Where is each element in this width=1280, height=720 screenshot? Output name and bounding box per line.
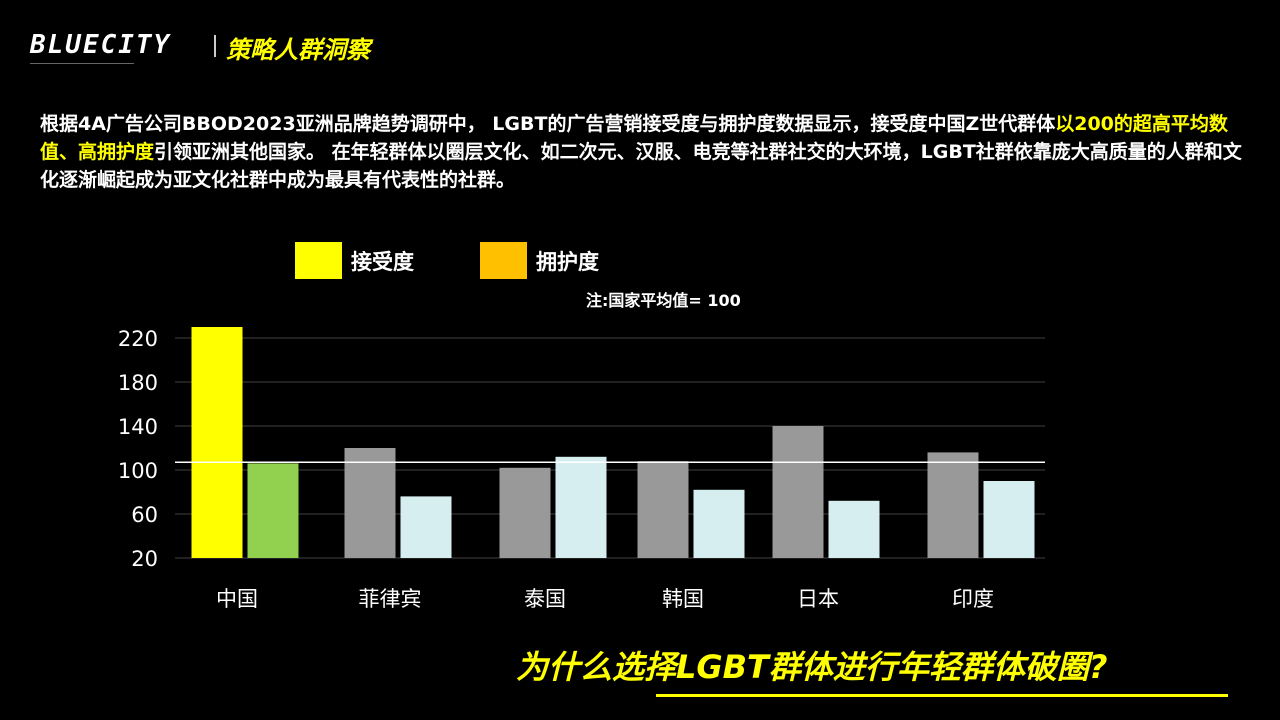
bar-support [828, 500, 880, 558]
y-tick-label: 60 [131, 503, 158, 527]
closing-question: 为什么选择LGBT群体进行年轻群体破圈? [516, 648, 1108, 686]
bar-acceptance [191, 327, 243, 558]
legend-acceptance: 接受度 [295, 242, 414, 279]
bar-support [693, 489, 745, 558]
y-tick-label: 100 [118, 459, 158, 483]
x-category-label: 印度 [952, 587, 994, 611]
intro-text-1: 根据4A广告公司BBOD2023亚洲品牌趋势调研中， LGBT的广告营销接受度与… [40, 113, 1056, 135]
bar-acceptance [344, 448, 396, 558]
y-tick-label: 20 [131, 547, 158, 571]
x-category-label: 菲律宾 [359, 587, 422, 611]
bar-support [247, 463, 299, 558]
bar-acceptance [927, 452, 979, 558]
y-tick-label: 180 [118, 371, 158, 395]
legend-swatch-support [480, 242, 527, 279]
y-tick-label: 140 [118, 415, 158, 439]
legend-label-support: 拥护度 [536, 249, 599, 274]
brand-logo: BLUECITY [30, 30, 172, 60]
brand-underline [30, 63, 134, 64]
x-category-label: 中国 [216, 587, 258, 611]
x-category-label: 日本 [797, 587, 839, 611]
intro-highlight: 以200的超高平均数值、高拥护度 [40, 113, 1228, 163]
bar-support [400, 496, 452, 558]
bar-acceptance [637, 461, 689, 558]
bar-support [555, 456, 607, 558]
bar-support [983, 481, 1035, 558]
y-tick-label: 220 [118, 327, 158, 351]
header-divider [214, 35, 216, 57]
section-title: 策略人群洞察 [226, 36, 370, 64]
chart-note: 注:国家平均值= 100 [586, 291, 741, 310]
legend-label-acceptance: 接受度 [351, 249, 414, 274]
x-category-label: 泰国 [524, 587, 566, 611]
x-category-label: 韩国 [662, 587, 704, 611]
intro-text-2: 引领亚洲其他国家。 在年轻群体以圈层文化、如二次元、汉服、电竞等社群社交的大环境… [40, 141, 1242, 191]
bar-acceptance [772, 426, 824, 558]
legend-support: 拥护度 [480, 242, 599, 279]
question-underline [656, 694, 1228, 697]
bar-acceptance [499, 467, 551, 558]
legend-swatch-acceptance [295, 242, 342, 279]
intro-paragraph: 根据4A广告公司BBOD2023亚洲品牌趋势调研中， LGBT的广告营销接受度与… [40, 110, 1250, 194]
